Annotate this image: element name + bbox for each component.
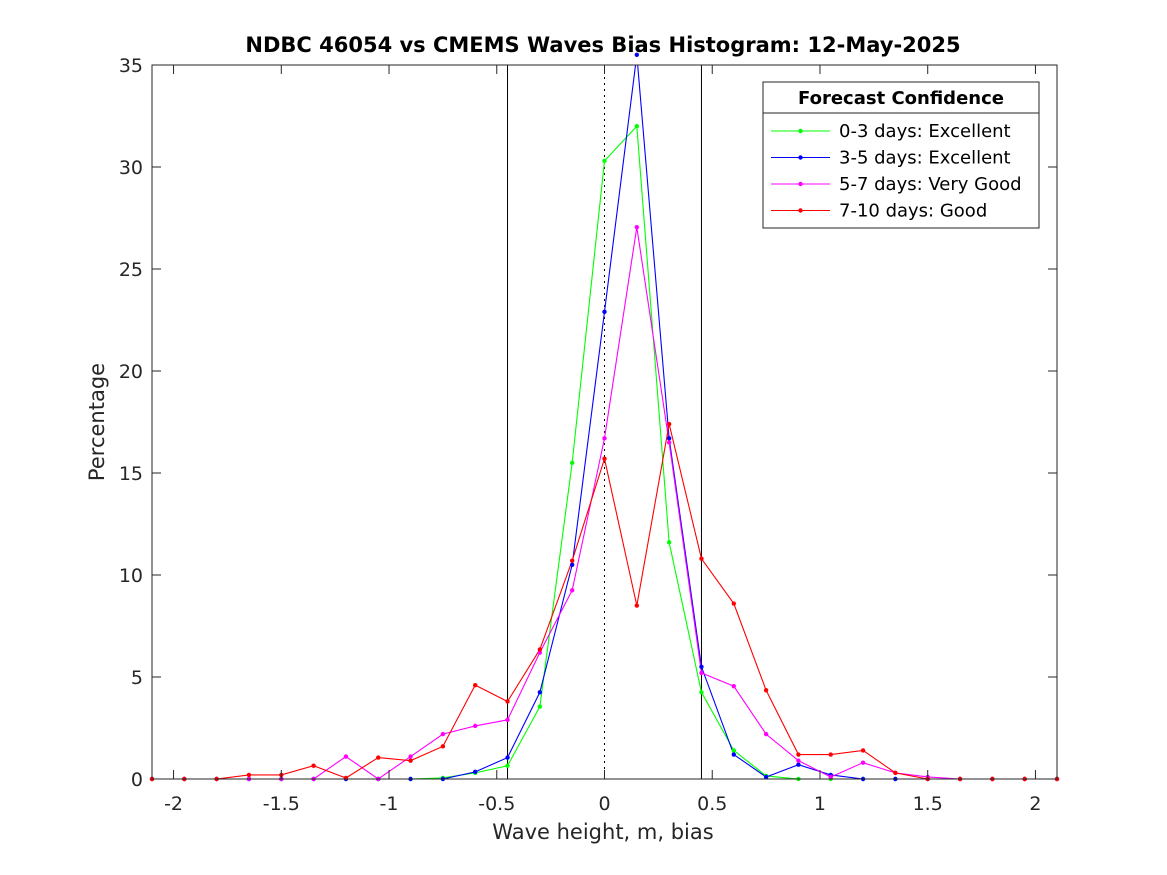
x-tick-label: -1.5 — [263, 793, 300, 815]
legend-swatch-marker — [798, 208, 803, 213]
data-point — [699, 670, 704, 676]
x-tick-label: 2 — [1029, 793, 1041, 815]
x-tick-label: 0.5 — [697, 793, 727, 815]
y-tick-label: 10 — [119, 565, 143, 587]
x-tick-label: -1 — [380, 793, 399, 815]
data-point — [860, 760, 866, 765]
y-tick-label: 30 — [119, 157, 143, 179]
legend-title: Forecast Confidence — [798, 88, 1004, 109]
y-tick-label: 15 — [119, 463, 143, 485]
y-tick-label: 5 — [131, 667, 143, 689]
x-tick-label: 1 — [814, 793, 826, 815]
data-point — [537, 690, 543, 695]
data-point — [666, 540, 672, 545]
data-point — [763, 774, 769, 780]
data-point — [634, 124, 640, 129]
x-tick-label: 0 — [598, 793, 610, 815]
data-point — [602, 456, 607, 461]
data-point — [473, 723, 478, 729]
data-point — [473, 769, 478, 775]
data-point — [569, 562, 575, 567]
data-point — [311, 763, 316, 768]
data-point — [731, 601, 736, 606]
data-point — [731, 748, 736, 753]
legend-swatch-marker — [798, 155, 803, 160]
data-point — [634, 603, 640, 608]
legend-swatch-marker — [798, 181, 803, 187]
x-tick-label: -0.5 — [478, 793, 515, 815]
y-tick-label: 20 — [119, 361, 143, 383]
data-point — [796, 752, 801, 757]
data-point — [699, 556, 704, 561]
x-tick-label: 1.5 — [913, 793, 943, 815]
legend: Forecast Confidence 0-3 days: Excellent 3-… — [762, 81, 1040, 229]
data-point — [473, 682, 478, 688]
data-point — [699, 664, 704, 669]
data-point — [602, 436, 607, 441]
data-point — [893, 770, 898, 776]
data-point — [440, 744, 446, 749]
data-point — [246, 772, 252, 778]
data-point — [731, 752, 736, 757]
data-point — [666, 440, 672, 445]
data-point — [699, 690, 704, 695]
data-point — [763, 731, 769, 737]
data-point — [602, 158, 607, 164]
y-axis-label: Percentage — [85, 363, 109, 481]
data-point — [440, 731, 446, 737]
data-point — [860, 748, 866, 753]
chart-title: NDBC 46054 vs CMEMS Waves Bias Histogram… — [245, 33, 960, 57]
data-point — [763, 688, 769, 693]
data-point — [343, 775, 349, 781]
data-point — [569, 460, 575, 465]
data-point — [634, 52, 640, 57]
legend-entry-label: 0-3 days: Excellent — [839, 121, 1011, 142]
data-point — [666, 436, 672, 441]
data-point — [537, 647, 543, 652]
data-point — [602, 309, 607, 315]
legend-swatch-marker — [798, 128, 803, 134]
legend-box — [762, 81, 1040, 229]
x-axis-label: Wave height, m, bias — [492, 820, 713, 844]
data-point — [634, 224, 640, 230]
y-tick-label: 0 — [131, 769, 143, 791]
data-point — [569, 558, 575, 563]
legend-entry-label: 3-5 days: Excellent — [839, 148, 1011, 169]
data-point — [505, 717, 510, 723]
data-point — [828, 774, 833, 780]
data-point — [505, 699, 510, 704]
data-point — [796, 762, 801, 767]
data-point — [343, 754, 349, 759]
data-point — [666, 421, 672, 427]
data-point — [537, 650, 543, 655]
data-point — [505, 755, 510, 760]
x-tick-label: -2 — [164, 793, 183, 815]
legend-entry-label: 7-10 days: Good — [839, 201, 987, 222]
data-point — [408, 754, 413, 759]
data-point — [796, 758, 801, 763]
data-point — [731, 683, 736, 689]
data-point — [408, 758, 413, 763]
y-tick-label: 35 — [119, 55, 143, 77]
data-point — [828, 752, 833, 757]
legend-entry-label: 5-7 days: Very Good — [839, 174, 1022, 195]
data-point — [376, 755, 381, 760]
y-tick-label: 25 — [119, 259, 143, 281]
data-point — [569, 588, 575, 593]
data-point — [537, 704, 543, 709]
data-point — [505, 763, 510, 768]
